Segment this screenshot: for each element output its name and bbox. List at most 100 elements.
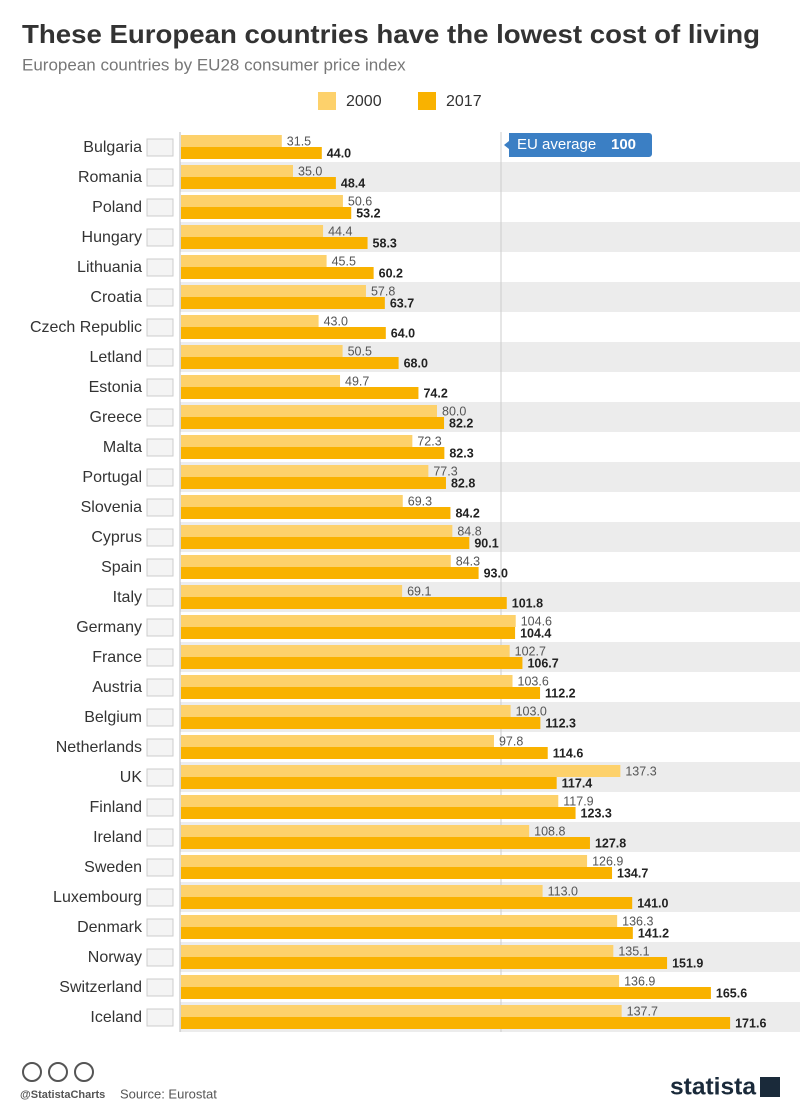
category-label: Italy: [113, 589, 142, 606]
flag: [146, 438, 174, 457]
value-label: 82.2: [449, 416, 473, 430]
flag: [146, 858, 174, 877]
flag: [146, 558, 174, 577]
value-label: 151.9: [672, 956, 703, 970]
bar: [181, 375, 341, 387]
value-label: 69.3: [408, 494, 432, 508]
bar: [181, 927, 633, 939]
bar: [181, 945, 614, 957]
bar: [181, 345, 343, 357]
chart-title: These European countries have the lowest…: [22, 19, 760, 49]
license-icons: [22, 1062, 94, 1082]
category-label: Ireland: [93, 829, 142, 846]
value-label: 84.3: [456, 554, 480, 568]
category-label: Hungary: [82, 229, 142, 246]
bar: [181, 327, 386, 339]
value-label: 44.4: [328, 224, 352, 238]
bar: [181, 525, 453, 537]
category-label: Norway: [88, 949, 142, 966]
value-label: 136.3: [622, 914, 653, 928]
value-label: 57.8: [371, 284, 395, 298]
value-label: 49.7: [345, 374, 369, 388]
value-label: 60.2: [379, 266, 403, 280]
category-label: France: [92, 649, 142, 666]
value-label: 103.0: [516, 704, 547, 718]
category-label: Portugal: [82, 469, 142, 486]
bar: [181, 885, 543, 897]
flag: [146, 498, 174, 517]
bar: [181, 915, 618, 927]
category-label: Belgium: [84, 709, 142, 726]
bar: [181, 855, 588, 867]
value-label: 74.2: [423, 386, 447, 400]
value-label: 63.7: [390, 296, 414, 310]
value-label: 58.3: [373, 236, 397, 250]
flag: [146, 258, 174, 277]
category-label: Romania: [78, 169, 142, 186]
value-label: 101.8: [512, 596, 543, 610]
category-label: Estonia: [89, 379, 142, 396]
bar: [181, 837, 590, 849]
value-label: 134.7: [617, 866, 648, 880]
value-label: 84.2: [455, 506, 479, 520]
chart-subtitle: European countries by EU28 consumer pric…: [22, 55, 406, 74]
value-label: 112.3: [545, 716, 576, 730]
value-label: 64.0: [391, 326, 415, 340]
bar: [181, 357, 399, 369]
footer-handle: @StatistaCharts: [20, 1089, 105, 1101]
brand-icon: [760, 1077, 780, 1097]
bar: [181, 465, 429, 477]
category-label: UK: [120, 769, 143, 786]
value-label: 165.6: [716, 986, 747, 1000]
flag: [146, 138, 174, 157]
bar: [181, 195, 343, 207]
value-label: 137.3: [625, 764, 656, 778]
value-label: 102.7: [515, 644, 546, 658]
bar: [181, 897, 633, 909]
bar: [181, 555, 451, 567]
category-label: Iceland: [90, 1009, 142, 1026]
flag: [146, 978, 174, 997]
value-label: 127.8: [595, 836, 626, 850]
category-label: Spain: [101, 559, 142, 576]
bar: [181, 507, 451, 519]
bar: [181, 795, 559, 807]
flag: [146, 348, 174, 367]
bar: [181, 615, 516, 627]
bar: [181, 267, 374, 279]
value-label: 97.8: [499, 734, 523, 748]
bar: [181, 285, 366, 297]
value-label: 50.6: [348, 194, 372, 208]
category-label: Greece: [90, 409, 143, 426]
flag: [146, 708, 174, 727]
bar: [181, 135, 282, 147]
flag: [146, 948, 174, 967]
category-label: Bulgaria: [83, 139, 142, 156]
flag: [146, 528, 174, 547]
flag: [146, 738, 174, 757]
flag: [146, 378, 174, 397]
category-label: Croatia: [90, 289, 142, 306]
value-label: 108.8: [534, 824, 565, 838]
bar: [181, 177, 336, 189]
value-label: 82.3: [449, 446, 473, 460]
bar: [181, 975, 620, 987]
flag: [146, 768, 174, 787]
category-label: Cyprus: [91, 529, 142, 546]
category-label: Letland: [90, 349, 143, 366]
legend-label: 2000: [346, 93, 382, 110]
bar: [181, 825, 530, 837]
flag: [146, 918, 174, 937]
flag: [146, 678, 174, 697]
value-label: 141.2: [638, 926, 669, 940]
value-label: 117.4: [562, 776, 593, 790]
bar: [181, 777, 557, 789]
bar: [181, 387, 419, 399]
category-label: Poland: [92, 199, 142, 216]
value-label: 44.0: [327, 146, 351, 160]
flag: [146, 648, 174, 667]
value-label: 117.9: [563, 794, 593, 808]
value-label: 80.0: [442, 404, 466, 418]
flag: [146, 288, 174, 307]
